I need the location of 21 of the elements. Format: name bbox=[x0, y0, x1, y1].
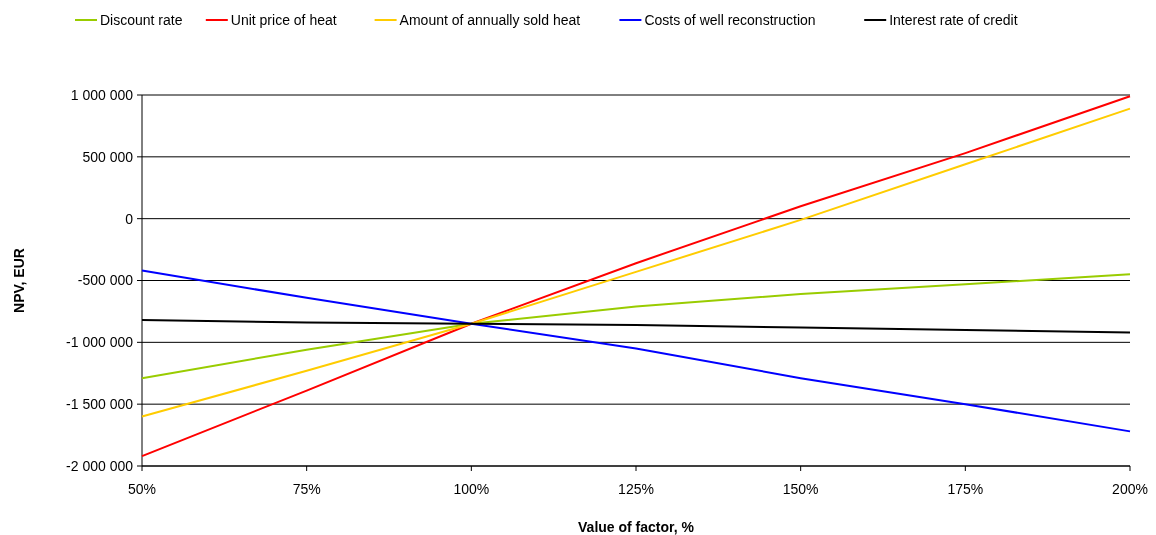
x-tick-label: 75% bbox=[292, 481, 321, 497]
x-tick-label: 50% bbox=[127, 481, 157, 497]
legend-label: Discount rate bbox=[100, 11, 183, 28]
legend-label: Costs of well reconstruction bbox=[644, 11, 816, 28]
x-tick-label: 125% bbox=[618, 481, 654, 497]
y-tick-label: 0 bbox=[125, 210, 134, 227]
legend-label: Unit price of heat bbox=[230, 11, 337, 28]
y-tick-label: -1 500 000 bbox=[66, 396, 134, 413]
legend-label: Interest rate of credit bbox=[889, 11, 1018, 28]
x-tick-label: 200% bbox=[1112, 481, 1148, 497]
y-tick-label: -1 000 000 bbox=[66, 334, 134, 351]
y-tick-label: -2 000 000 bbox=[66, 457, 134, 474]
x-axis-title: Value of factor, % bbox=[578, 519, 695, 535]
legend-label: Amount of annually sold heat bbox=[399, 11, 581, 28]
x-tick-label: 150% bbox=[782, 481, 819, 497]
y-tick-label: 1 000 000 bbox=[70, 86, 134, 103]
y-axis-title: NPV, EUR bbox=[11, 248, 27, 313]
y-tick-label: 500 000 bbox=[82, 148, 134, 165]
y-tick-label: -500 000 bbox=[77, 272, 134, 289]
x-tick-label: 100% bbox=[453, 481, 490, 497]
x-tick-label: 175% bbox=[947, 481, 984, 497]
